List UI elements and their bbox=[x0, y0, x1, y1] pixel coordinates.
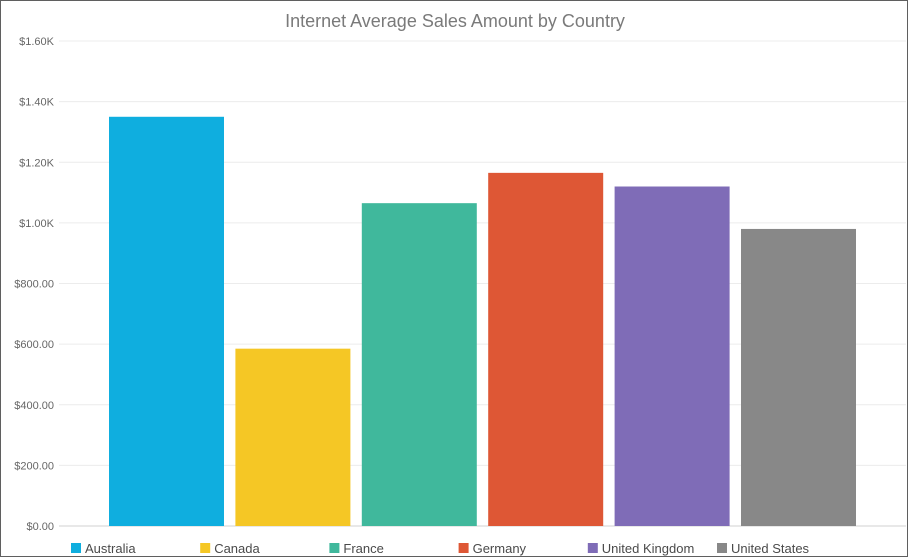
bar-canada[interactable] bbox=[235, 348, 351, 526]
y-tick-label: $600.00 bbox=[14, 339, 54, 351]
legend-label: Canada bbox=[214, 541, 260, 556]
bar-united-kingdom[interactable] bbox=[614, 186, 730, 527]
y-tick-label: $1.20K bbox=[19, 157, 55, 169]
y-axis-ticks: $0.00 $200.00 $400.00 $600.00 $800.00 $1.00K $… bbox=[14, 36, 54, 533]
legend-swatch bbox=[717, 543, 727, 553]
legend-label: United States bbox=[731, 541, 810, 556]
legend-swatch bbox=[200, 543, 211, 553]
y-tick-label: $800.00 bbox=[14, 279, 54, 291]
legend-item[interactable]: Germany bbox=[458, 541, 527, 556]
y-tick-label: $1.60K bbox=[19, 36, 55, 48]
legend-swatch bbox=[587, 543, 598, 553]
y-tick-label: $400.00 bbox=[14, 400, 54, 412]
legend-swatch bbox=[329, 543, 340, 553]
bar-france[interactable] bbox=[361, 203, 477, 526]
legend-swatch bbox=[458, 543, 469, 553]
legend-label: Germany bbox=[473, 541, 527, 556]
legend-item[interactable]: France bbox=[329, 541, 384, 556]
bar-australia[interactable] bbox=[109, 116, 224, 526]
legend: Australia Canada France Germany United Kingd… bbox=[71, 541, 810, 556]
legend-item[interactable]: Australia bbox=[71, 541, 136, 556]
y-tick-label: $1.00K bbox=[19, 218, 55, 230]
legend-label: France bbox=[343, 541, 383, 556]
legend-swatch bbox=[71, 543, 81, 553]
bar-germany[interactable] bbox=[488, 172, 604, 526]
legend-item[interactable]: United States bbox=[717, 541, 810, 556]
legend-item[interactable]: Canada bbox=[200, 541, 261, 556]
bars bbox=[109, 116, 856, 527]
y-tick-label: $0.00 bbox=[26, 521, 54, 533]
bar-united-states[interactable] bbox=[741, 228, 856, 526]
legend-item[interactable]: United Kingdom bbox=[587, 541, 695, 556]
legend-label: Australia bbox=[85, 541, 136, 556]
y-tick-label: $200.00 bbox=[14, 460, 54, 472]
chart-title: Internet Average Sales Amount by Country bbox=[285, 11, 625, 31]
legend-label: United Kingdom bbox=[602, 541, 695, 556]
y-tick-label: $1.40K bbox=[19, 97, 55, 109]
